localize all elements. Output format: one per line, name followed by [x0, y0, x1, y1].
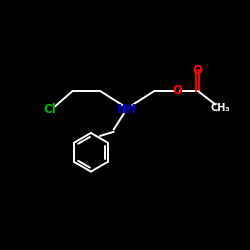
Text: Cl: Cl — [44, 102, 56, 116]
Text: O: O — [172, 84, 182, 98]
Text: O: O — [193, 64, 203, 77]
Text: NH: NH — [117, 102, 137, 116]
Text: CH₃: CH₃ — [211, 103, 230, 113]
